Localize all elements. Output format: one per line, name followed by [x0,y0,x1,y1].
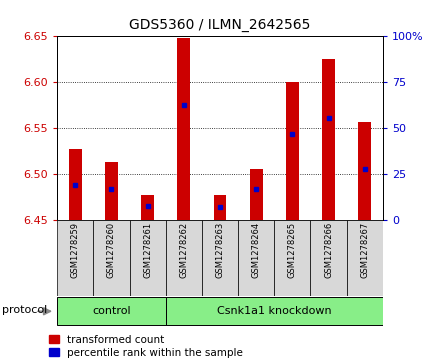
FancyBboxPatch shape [166,297,383,325]
Bar [214,195,226,220]
Text: protocol: protocol [2,305,48,315]
FancyBboxPatch shape [274,220,311,296]
Bar [359,122,371,220]
FancyBboxPatch shape [311,220,347,296]
Title: GDS5360 / ILMN_2642565: GDS5360 / ILMN_2642565 [129,19,311,33]
FancyBboxPatch shape [93,220,129,296]
FancyBboxPatch shape [57,297,166,325]
Text: GSM1278259: GSM1278259 [71,222,80,278]
FancyBboxPatch shape [202,220,238,296]
FancyBboxPatch shape [347,220,383,296]
Bar [322,59,335,220]
Text: GSM1278262: GSM1278262 [180,222,188,278]
Text: GSM1278264: GSM1278264 [252,222,260,278]
Bar [141,195,154,220]
Bar [69,149,82,220]
Bar [105,162,118,220]
Text: GSM1278265: GSM1278265 [288,222,297,278]
Text: GSM1278261: GSM1278261 [143,222,152,278]
Legend: transformed count, percentile rank within the sample: transformed count, percentile rank withi… [49,335,243,358]
Text: Csnk1a1 knockdown: Csnk1a1 knockdown [217,306,332,316]
Text: control: control [92,306,131,316]
Text: GSM1278260: GSM1278260 [107,222,116,278]
Bar [177,38,190,220]
Bar [286,82,299,220]
FancyBboxPatch shape [238,220,274,296]
Text: GSM1278263: GSM1278263 [216,222,224,278]
Bar [250,169,263,220]
FancyBboxPatch shape [129,220,166,296]
Text: GSM1278266: GSM1278266 [324,222,333,278]
Text: GSM1278267: GSM1278267 [360,222,369,278]
FancyBboxPatch shape [166,220,202,296]
FancyBboxPatch shape [57,220,93,296]
